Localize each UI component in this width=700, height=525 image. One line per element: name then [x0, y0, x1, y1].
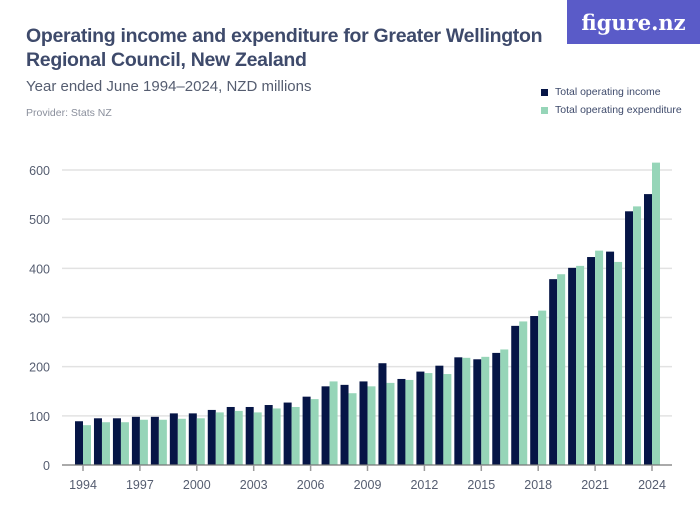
chart-subtitle: Year ended June 1994–2024, NZD millions: [26, 78, 312, 95]
x-tick-label: 1997: [126, 478, 154, 492]
bar-income: [416, 371, 425, 465]
x-tick-label: 1994: [69, 478, 97, 492]
bar-expenditure: [500, 349, 509, 465]
bar-expenditure: [386, 382, 395, 465]
bar-income: [169, 413, 178, 465]
bar-expenditure: [405, 379, 414, 465]
x-tick-label: 2006: [297, 478, 325, 492]
bar-expenditure: [519, 321, 528, 465]
chart-title: Operating income and expenditure for Gre…: [26, 25, 543, 71]
legend-item-expenditure: Total operating expenditure: [541, 104, 682, 116]
y-tick-label: 200: [29, 361, 50, 375]
bar-expenditure: [272, 408, 281, 465]
bar-income: [131, 416, 140, 465]
figure-nz-logo[interactable]: figure.nz: [567, 0, 700, 44]
bar-expenditure: [329, 381, 338, 465]
y-tick-label: 400: [29, 262, 50, 276]
y-tick-label: 300: [29, 312, 50, 326]
bar-income: [321, 386, 330, 465]
bar-expenditure: [652, 162, 660, 465]
bar-expenditure: [614, 261, 623, 465]
bar-income: [378, 363, 387, 465]
bar-expenditure: [177, 418, 186, 465]
y-tick-label: 100: [29, 410, 50, 424]
bar-income: [207, 409, 216, 465]
x-tick-label: 2024: [638, 478, 666, 492]
x-tick-label: 2009: [354, 478, 382, 492]
bar-expenditure: [348, 393, 357, 465]
bar-income: [568, 267, 577, 465]
bar-expenditure: [101, 422, 110, 465]
bar-income: [302, 396, 311, 465]
legend-label-expenditure: Total operating expenditure: [555, 104, 682, 116]
bar-expenditure: [83, 425, 91, 465]
bar-income: [359, 381, 368, 465]
bar-income: [511, 325, 520, 465]
y-tick-label: 600: [29, 164, 50, 178]
x-tick-label: 2018: [524, 478, 552, 492]
bar-income: [340, 384, 349, 465]
bar-expenditure: [158, 419, 167, 465]
bar-income: [150, 416, 159, 465]
bar-income: [587, 257, 596, 465]
bar-income: [644, 194, 652, 465]
bar-expenditure: [234, 410, 243, 465]
bar-expenditure: [424, 373, 433, 465]
bar-expenditure: [139, 419, 148, 465]
x-tick-label: 2000: [183, 478, 211, 492]
x-tick-label: 2003: [240, 478, 268, 492]
legend-swatch-expenditure: [541, 106, 548, 114]
x-tick-label: 2021: [581, 478, 609, 492]
bar-income: [226, 406, 235, 465]
bar-expenditure: [481, 356, 490, 465]
y-tick-label: 0: [43, 459, 50, 473]
bar-expenditure: [215, 412, 224, 465]
bar-income: [93, 418, 102, 465]
bar-expenditure: [196, 418, 205, 465]
bar-income: [492, 352, 501, 465]
bar-income: [530, 316, 539, 465]
bar-income: [473, 359, 482, 465]
bar-income: [549, 279, 558, 465]
bar-expenditure: [253, 412, 262, 465]
bar-income: [264, 405, 273, 465]
bar-expenditure: [367, 386, 376, 465]
bar-income: [75, 421, 83, 465]
bar-expenditure: [538, 310, 547, 465]
bar-expenditure: [633, 206, 642, 465]
bar-income: [397, 378, 406, 465]
x-tick-label: 2015: [467, 478, 495, 492]
bar-expenditure: [291, 406, 300, 465]
bar-expenditure: [595, 250, 604, 465]
bar-expenditure: [557, 274, 566, 465]
bar-income: [283, 402, 292, 465]
bar-income: [435, 365, 444, 465]
legend-item-income: Total operating income: [541, 86, 661, 98]
bar-income: [606, 251, 615, 465]
y-tick-label: 500: [29, 213, 50, 227]
legend-swatch-income: [541, 88, 548, 96]
bar-expenditure: [443, 374, 452, 465]
bar-expenditure: [310, 399, 319, 465]
bar-income: [188, 413, 197, 465]
legend-label-income: Total operating income: [555, 86, 661, 98]
bar-expenditure: [576, 265, 585, 465]
provider-label: Provider: Stats NZ: [26, 107, 112, 119]
bar-expenditure: [120, 422, 129, 465]
bar-income: [625, 211, 634, 465]
x-tick-label: 2012: [410, 478, 438, 492]
bar-income: [454, 357, 463, 465]
bar-expenditure: [462, 357, 471, 465]
bar-income: [112, 418, 121, 465]
bar-income: [245, 406, 254, 465]
